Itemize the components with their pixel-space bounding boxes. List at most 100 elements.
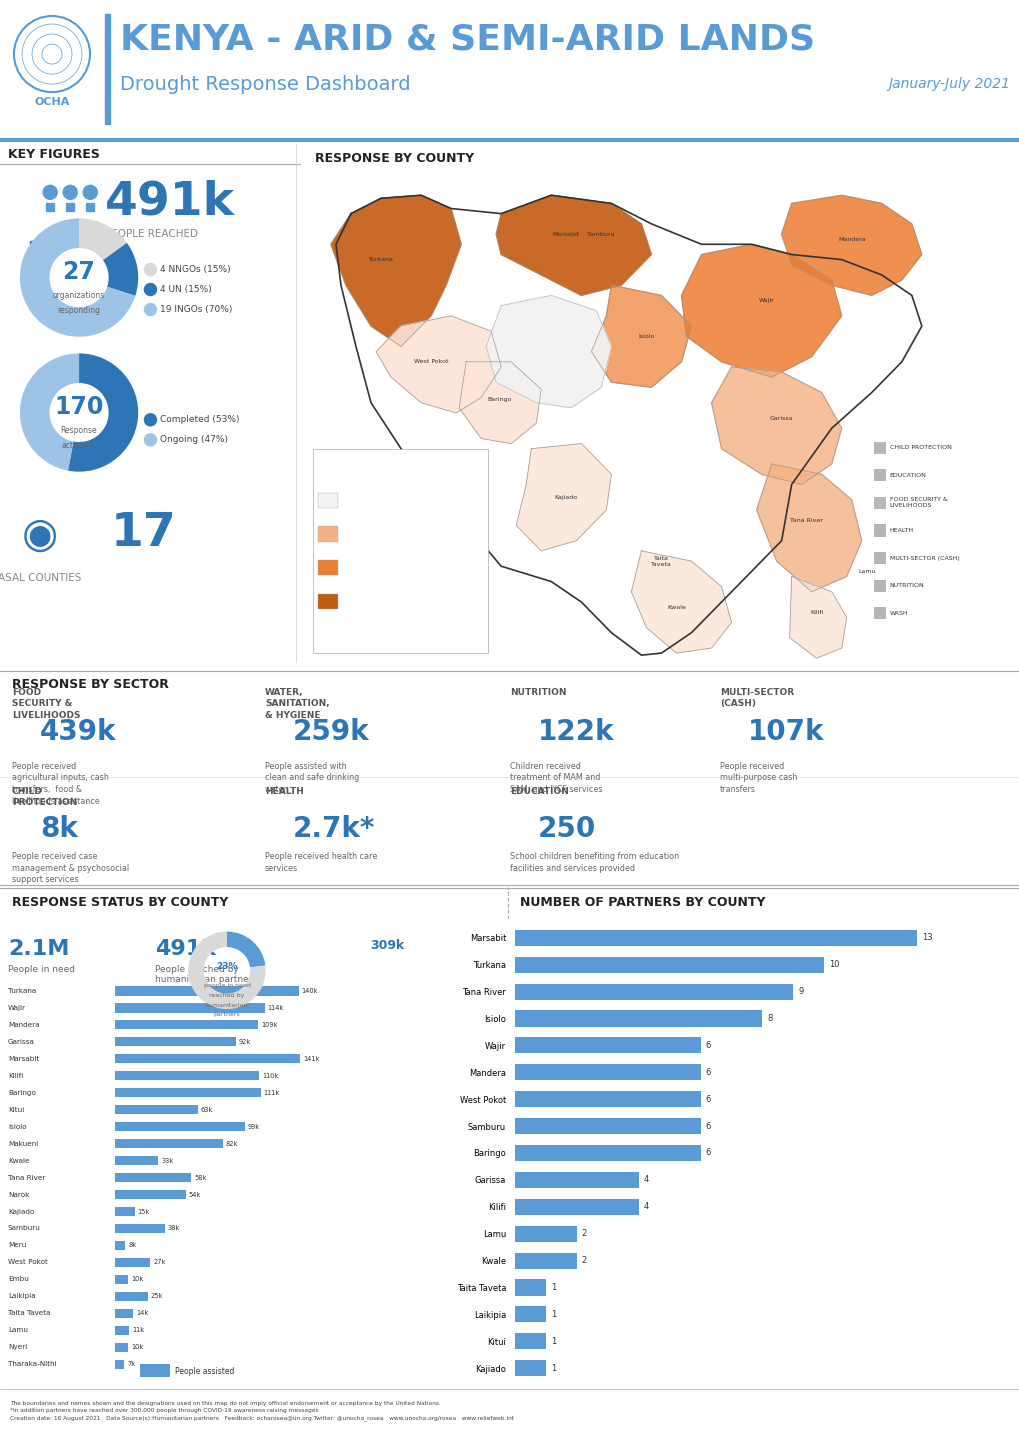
Text: 491k: 491k	[155, 939, 216, 959]
Text: 1: 1	[550, 1309, 555, 1319]
Text: 5,001 - 25,000: 5,001 - 25,000	[342, 532, 394, 538]
Text: Taita
Taveta: Taita Taveta	[650, 555, 672, 567]
Text: NUTRITION: NUTRITION	[889, 583, 923, 588]
Text: Samburu: Samburu	[587, 232, 615, 236]
Bar	[115, 1139, 222, 1148]
Text: CHILD PROTECTION: CHILD PROTECTION	[889, 446, 951, 450]
Text: People in need: People in need	[8, 965, 75, 973]
Text: Marsabit: Marsabit	[8, 1056, 39, 1061]
Text: 2: 2	[581, 1256, 586, 1265]
Polygon shape	[681, 244, 841, 378]
Text: No. of beneficiaries: No. of beneficiaries	[318, 487, 403, 496]
Text: MULTI-SECTOR
(CASH): MULTI-SECTOR (CASH)	[719, 688, 794, 708]
Circle shape	[145, 284, 156, 296]
Text: organizations: organizations	[53, 291, 105, 300]
Text: 107k: 107k	[747, 718, 823, 747]
Text: Isiolo: Isiolo	[8, 1123, 26, 1129]
Text: CHILD
PROTECTION: CHILD PROTECTION	[12, 786, 77, 806]
Text: Children received
treatment of MAM and
SAM, and IYCF services: Children received treatment of MAM and S…	[510, 761, 602, 795]
Bar	[115, 1105, 198, 1115]
Bar	[515, 1360, 545, 1376]
Text: Laikipia: Laikipia	[8, 1293, 36, 1299]
Bar	[515, 1306, 545, 1322]
Bar	[115, 986, 299, 995]
Text: Turkana: Turkana	[8, 988, 37, 994]
Text: Drought Response Dashboard: Drought Response Dashboard	[120, 75, 411, 94]
Text: RESPONSE STATUS BY COUNTY: RESPONSE STATUS BY COUNTY	[12, 897, 228, 910]
Text: 58k: 58k	[194, 1175, 206, 1181]
Bar	[115, 1019, 258, 1030]
Polygon shape	[330, 195, 461, 346]
Text: 10k: 10k	[131, 1344, 144, 1350]
Bar	[115, 1292, 148, 1301]
Text: 7k: 7k	[127, 1361, 136, 1367]
Bar	[318, 559, 337, 575]
Text: 25k: 25k	[151, 1293, 163, 1299]
Polygon shape	[516, 444, 610, 551]
Wedge shape	[20, 218, 136, 337]
Text: Wajir: Wajir	[758, 298, 773, 303]
Text: West Pokot: West Pokot	[8, 1259, 48, 1266]
Text: Turkana: Turkana	[368, 257, 393, 262]
Bar	[515, 1037, 700, 1054]
Text: Kitui: Kitui	[8, 1106, 24, 1113]
Text: 140k: 140k	[302, 988, 318, 994]
Bar	[31, 241, 110, 244]
Text: 11k: 11k	[132, 1327, 145, 1334]
Polygon shape	[486, 296, 610, 408]
Polygon shape	[459, 362, 541, 444]
Bar	[115, 1004, 264, 1012]
Bar	[515, 1011, 761, 1027]
Circle shape	[145, 414, 156, 425]
Bar	[515, 1064, 700, 1080]
Bar	[115, 1156, 158, 1165]
Bar	[515, 1226, 577, 1242]
Text: 6: 6	[704, 1148, 710, 1158]
Text: Kwale: Kwale	[8, 1158, 30, 1164]
Bar	[140, 1364, 170, 1377]
Text: 63k: 63k	[201, 1106, 213, 1113]
Text: Tharaka-Nithi: Tharaka-Nithi	[8, 1361, 57, 1367]
Text: Narok: Narok	[8, 1191, 30, 1197]
Text: Lamu: Lamu	[857, 568, 874, 574]
Text: People received health care
services: People received health care services	[265, 852, 377, 872]
Bar	[515, 930, 916, 946]
Polygon shape	[756, 464, 861, 591]
Text: Taita Taveta: Taita Taveta	[8, 1311, 51, 1317]
Text: RESPONSE BY SECTOR: RESPONSE BY SECTOR	[12, 678, 169, 691]
Text: People received case
management & psychosocial
support services: People received case management & psycho…	[12, 852, 129, 884]
Bar	[515, 983, 793, 999]
Text: Baringo: Baringo	[486, 397, 511, 402]
Bar	[515, 1334, 545, 1350]
Bar	[515, 1172, 638, 1188]
FancyArrow shape	[66, 203, 74, 212]
Text: 4: 4	[643, 1203, 648, 1211]
Text: PEOPLE REACHED: PEOPLE REACHED	[105, 229, 198, 239]
Circle shape	[43, 185, 57, 199]
Text: EDUCATION: EDUCATION	[889, 473, 926, 477]
Circle shape	[14, 16, 90, 92]
Bar	[515, 1198, 638, 1214]
Bar	[873, 496, 884, 509]
Text: 141k: 141k	[303, 1056, 319, 1061]
Text: 38k: 38k	[168, 1226, 180, 1231]
Text: 1: 1	[550, 1283, 555, 1292]
Bar	[515, 1253, 577, 1269]
Bar	[873, 525, 884, 536]
Bar	[115, 1360, 124, 1368]
Text: Kilifi: Kilifi	[8, 1073, 23, 1079]
Text: ── County Boundary: ── County Boundary	[318, 472, 389, 477]
Text: 250: 250	[537, 815, 596, 842]
Polygon shape	[789, 577, 846, 658]
Bar	[115, 1122, 245, 1132]
Text: People reached by
humanitarian partners: People reached by humanitarian partners	[155, 965, 257, 985]
Text: reached by: reached by	[209, 994, 245, 998]
Text: 6: 6	[704, 1067, 710, 1077]
Bar	[873, 580, 884, 591]
Bar	[873, 441, 884, 454]
Text: People received
agricultural inputs, cash
transfers,  food &
livelihoods assista: People received agricultural inputs, cas…	[12, 761, 109, 806]
Text: Lamu: Lamu	[8, 1327, 28, 1334]
Text: Marsabit: Marsabit	[552, 232, 580, 236]
Text: MULTI-SECTOR (CASH): MULTI-SECTOR (CASH)	[889, 555, 959, 561]
Polygon shape	[376, 316, 500, 412]
